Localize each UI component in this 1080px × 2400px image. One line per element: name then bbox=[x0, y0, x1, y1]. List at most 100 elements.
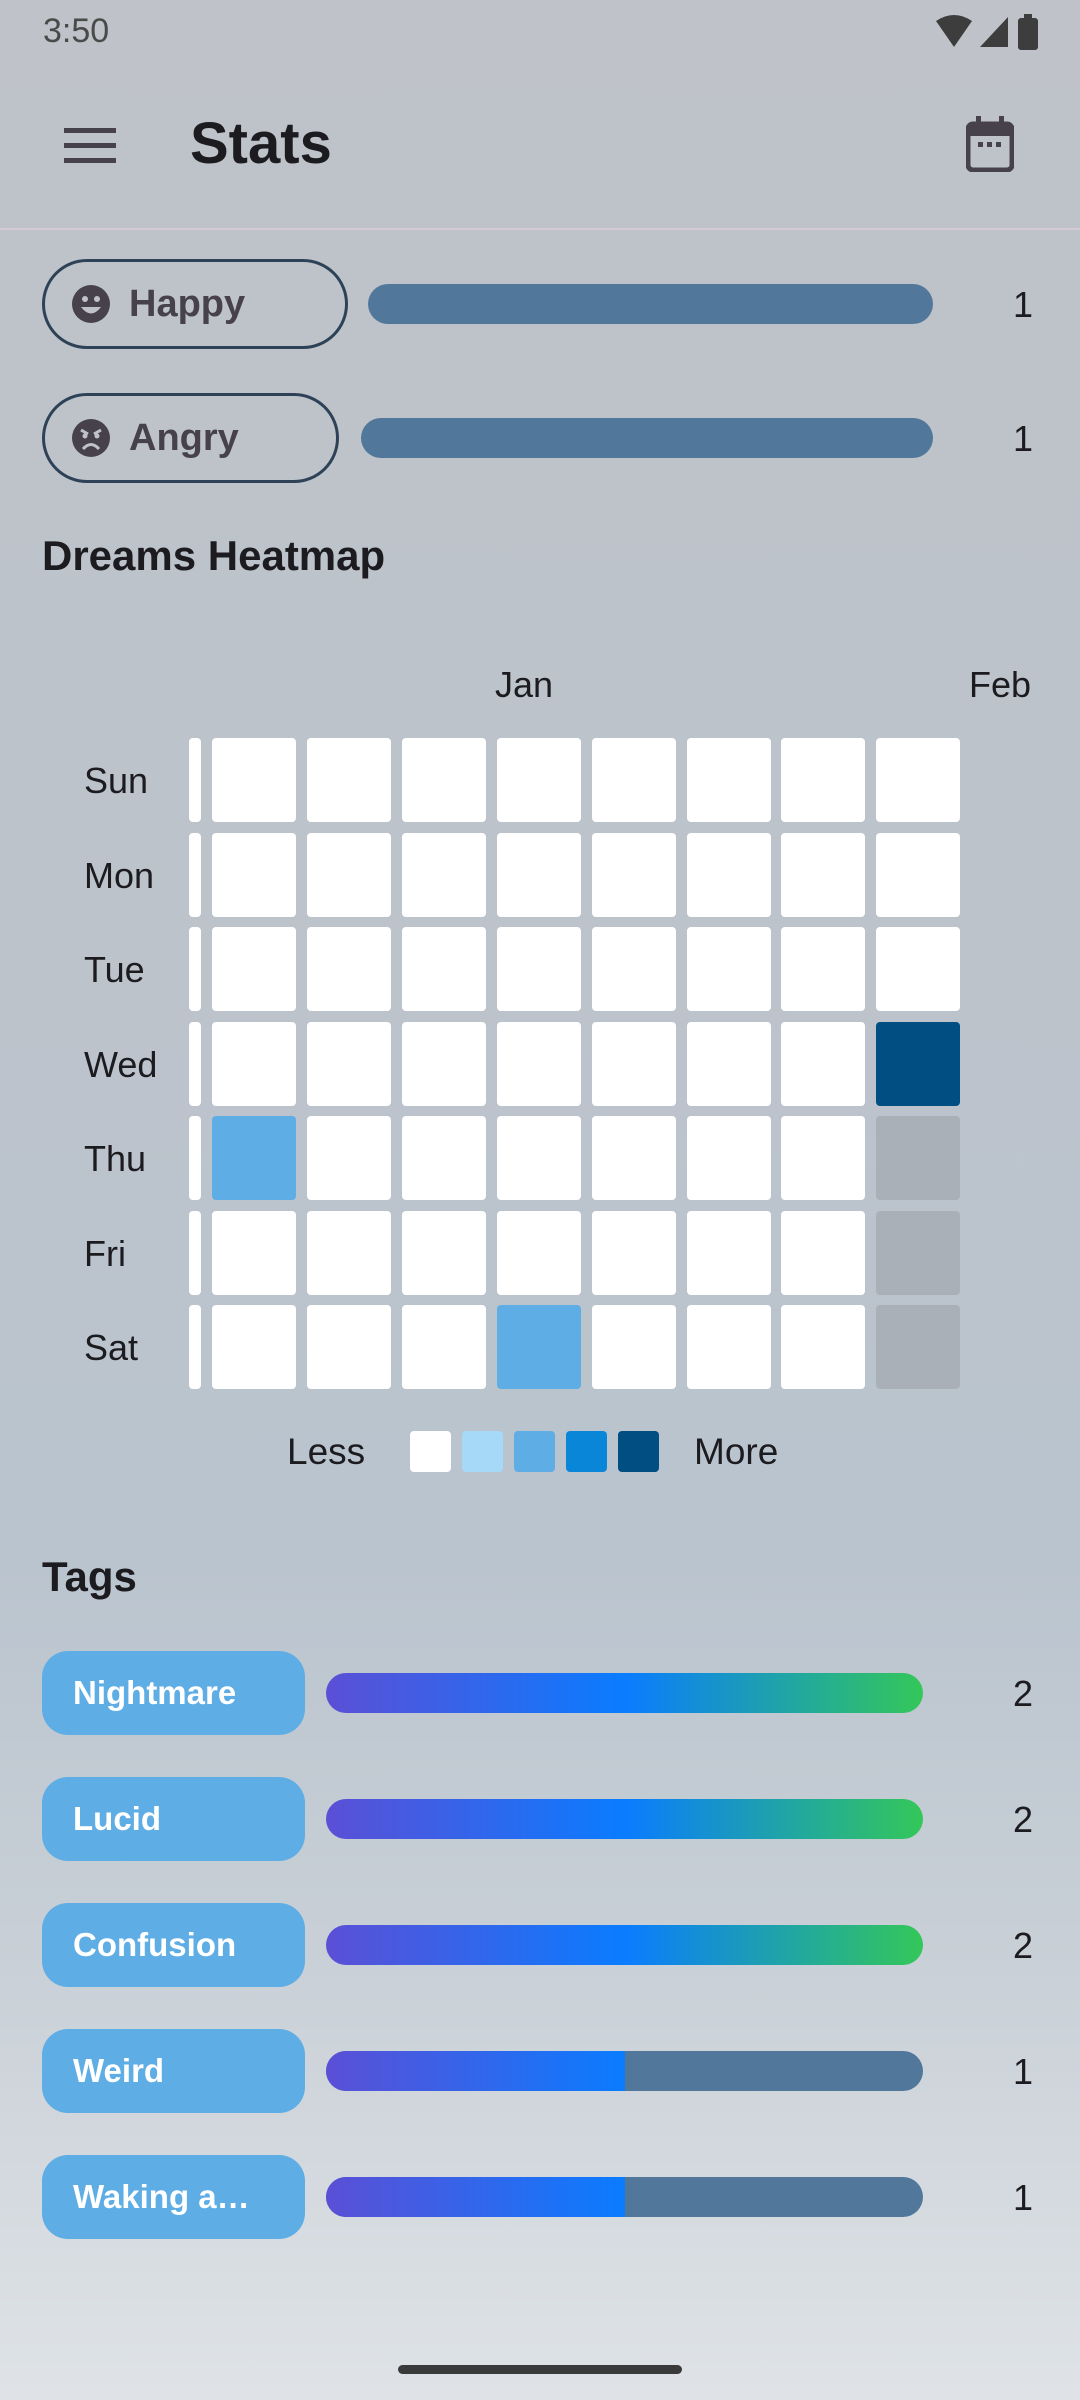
angry-face-icon bbox=[72, 419, 110, 457]
heatmap-cell[interactable] bbox=[401, 927, 486, 1011]
tag-chip[interactable]: Waking a… bbox=[42, 2155, 305, 2239]
heatmap-cell[interactable] bbox=[401, 1210, 486, 1295]
heatmap-cell[interactable] bbox=[496, 1116, 581, 1200]
day-label: Tue bbox=[84, 949, 145, 990]
heatmap-cell[interactable] bbox=[306, 832, 391, 917]
tag-chip[interactable]: Lucid bbox=[42, 1777, 305, 1861]
tag-bar bbox=[326, 1799, 923, 1839]
heatmap-cell[interactable] bbox=[401, 738, 486, 822]
heatmap-cell[interactable] bbox=[401, 1116, 486, 1200]
heatmap-cell[interactable] bbox=[686, 738, 771, 822]
heatmap-cell[interactable] bbox=[212, 738, 296, 822]
mood-bar-happy bbox=[368, 284, 933, 324]
heatmap-cell-partial bbox=[189, 1210, 201, 1295]
heatmap-cell[interactable] bbox=[212, 927, 296, 1011]
heatmap-cell[interactable] bbox=[306, 927, 391, 1011]
heatmap-cell[interactable] bbox=[306, 738, 391, 822]
heatmap-cell[interactable] bbox=[781, 1210, 866, 1295]
heatmap-cell[interactable] bbox=[781, 738, 866, 822]
legend-less: Less bbox=[287, 1431, 366, 1472]
heatmap-cell[interactable] bbox=[212, 1116, 296, 1200]
heatmap-cell-future[interactable] bbox=[876, 1210, 961, 1295]
heatmap-cell[interactable] bbox=[686, 1021, 771, 1106]
heatmap-cell[interactable] bbox=[306, 1116, 391, 1200]
mood-chip-angry[interactable]: Angry bbox=[42, 393, 339, 483]
day-label: Wed bbox=[84, 1043, 158, 1085]
heatmap-cell[interactable] bbox=[876, 1021, 961, 1106]
heatmap-cell[interactable] bbox=[781, 1116, 866, 1200]
heatmap-cell-partial bbox=[189, 1021, 201, 1106]
heatmap-cell[interactable] bbox=[496, 738, 581, 822]
month-label-feb: Feb bbox=[969, 664, 1032, 705]
heatmap-cell[interactable] bbox=[876, 832, 961, 917]
tag-bar bbox=[326, 2177, 923, 2217]
heatmap-cell[interactable] bbox=[401, 832, 486, 917]
tag-label: Waking a… bbox=[73, 2178, 250, 2215]
heatmap-cell[interactable] bbox=[496, 927, 581, 1011]
home-indicator[interactable] bbox=[398, 2365, 682, 2374]
heatmap-cell-future[interactable] bbox=[876, 1305, 961, 1389]
heatmap-cell[interactable] bbox=[876, 927, 961, 1011]
heatmap-cell[interactable] bbox=[686, 1210, 771, 1295]
heatmap-cell[interactable] bbox=[781, 832, 866, 917]
heatmap-cell[interactable] bbox=[686, 1305, 771, 1389]
heatmap-cell[interactable] bbox=[306, 1210, 391, 1295]
tag-bar-fill bbox=[326, 1673, 923, 1713]
heatmap-cell[interactable] bbox=[401, 1305, 486, 1389]
heatmap-cell[interactable] bbox=[781, 1021, 866, 1106]
heatmap-cell[interactable] bbox=[591, 1305, 676, 1389]
heatmap-cell[interactable] bbox=[686, 927, 771, 1011]
heatmap-cell[interactable] bbox=[306, 1021, 391, 1106]
menu-icon[interactable] bbox=[64, 128, 116, 164]
heatmap-cell-partial bbox=[189, 1116, 201, 1200]
mood-label: Angry bbox=[129, 416, 239, 459]
heatmap-cell[interactable] bbox=[401, 1021, 486, 1106]
tag-bar bbox=[326, 2051, 923, 2091]
heatmap-cell[interactable] bbox=[876, 738, 961, 822]
heatmap-cell[interactable] bbox=[686, 1116, 771, 1200]
heatmap-cell[interactable] bbox=[781, 1305, 866, 1389]
month-label-jan: Jan bbox=[495, 664, 554, 705]
tag-bar-fill bbox=[326, 2177, 625, 2217]
legend-more: More bbox=[694, 1431, 779, 1472]
heatmap-cell[interactable] bbox=[496, 1210, 581, 1295]
heatmap-cell[interactable] bbox=[781, 927, 866, 1011]
page-title: Stats bbox=[190, 111, 332, 176]
happy-face-icon bbox=[72, 285, 110, 323]
heatmap-cell[interactable] bbox=[496, 832, 581, 917]
heatmap-cell-future[interactable] bbox=[876, 1116, 961, 1200]
tag-count: 1 bbox=[1012, 2051, 1033, 2092]
heatmap-cell[interactable] bbox=[212, 1210, 296, 1295]
heatmap-cell[interactable] bbox=[212, 832, 296, 917]
legend-swatch-3 bbox=[566, 1431, 607, 1472]
mood-count: 1 bbox=[1012, 418, 1033, 459]
battery-icon bbox=[1018, 14, 1038, 50]
tag-chip[interactable]: Nightmare bbox=[42, 1651, 305, 1735]
heatmap-cell[interactable] bbox=[496, 1305, 581, 1389]
mood-count: 1 bbox=[1012, 284, 1033, 325]
heatmap-cell[interactable] bbox=[306, 1305, 391, 1389]
tag-bar-fill bbox=[326, 1925, 923, 1965]
tags-title: Tags bbox=[42, 1553, 137, 1600]
heatmap-cell[interactable] bbox=[591, 927, 676, 1011]
heatmap-cell[interactable] bbox=[496, 1021, 581, 1106]
mood-chip-happy[interactable]: Happy bbox=[42, 259, 348, 349]
calendar-icon[interactable] bbox=[966, 116, 1014, 172]
heatmap-cell[interactable] bbox=[686, 832, 771, 917]
day-label: Mon bbox=[84, 854, 155, 896]
heatmap-cell[interactable] bbox=[212, 1021, 296, 1106]
heatmap-cell[interactable] bbox=[591, 1116, 676, 1200]
tag-chip[interactable]: Confusion bbox=[42, 1903, 305, 1987]
tag-chip[interactable]: Weird bbox=[42, 2029, 305, 2113]
legend-swatch-1 bbox=[462, 1431, 503, 1472]
day-label: Sat bbox=[84, 1327, 139, 1368]
heatmap-cell[interactable] bbox=[591, 1021, 676, 1106]
wifi-icon bbox=[936, 15, 972, 47]
tag-bar-fill bbox=[326, 1799, 923, 1839]
heatmap-cell-partial bbox=[189, 738, 201, 822]
heatmap-cell-partial bbox=[189, 1305, 201, 1389]
heatmap-cell[interactable] bbox=[591, 738, 676, 822]
heatmap-cell[interactable] bbox=[591, 1210, 676, 1295]
heatmap-cell[interactable] bbox=[591, 832, 676, 917]
heatmap-cell[interactable] bbox=[212, 1305, 296, 1389]
